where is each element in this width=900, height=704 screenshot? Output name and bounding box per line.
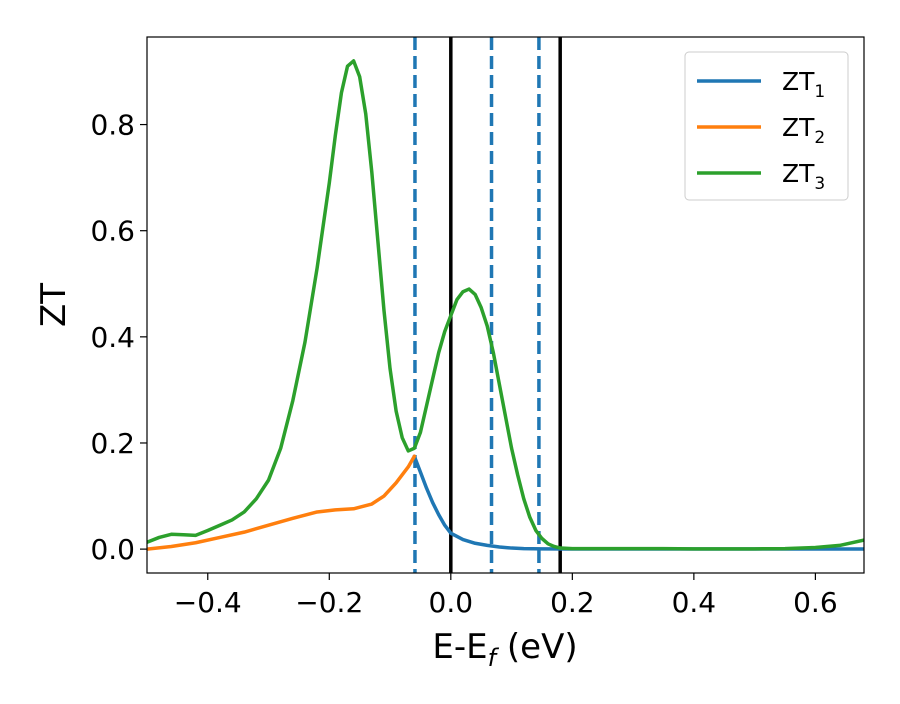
y-tick-label: 0.8 (90, 109, 135, 142)
legend: ZT1 ZT2 ZT3 (684, 51, 849, 201)
x-tick-label: 0.6 (793, 586, 838, 619)
x-tick-label: 0.4 (672, 586, 717, 619)
y-axis-label: ZT (34, 283, 74, 327)
y-tick-label: 0.4 (90, 321, 135, 354)
legend-label-zt3: ZT3 (782, 159, 825, 194)
y-axis-ticks: 0.0 0.2 0.4 0.6 0.8 (90, 109, 147, 566)
series-lines (147, 59, 864, 551)
x-axis-ticks: −0.4 −0.2 0.0 0.2 0.4 0.6 (174, 573, 838, 619)
legend-label-zt2: ZT2 (782, 113, 825, 148)
x-tick-label: −0.4 (174, 586, 242, 619)
reference-lines (413, 37, 562, 573)
series-line-zt1 (412, 454, 864, 551)
x-tick-label: 0.2 (550, 586, 595, 619)
series-line-zt3 (147, 59, 864, 551)
x-axis-label: E-Ef (eV) (432, 627, 577, 672)
plot-frame (146, 36, 865, 574)
legend-label-zt1: ZT1 (782, 67, 825, 102)
y-tick-label: 0.2 (90, 427, 135, 460)
series-line-zt2 (147, 454, 417, 551)
legend-frame (684, 51, 849, 201)
y-tick-label: 0.6 (90, 215, 135, 248)
y-tick-label: 0.0 (90, 533, 135, 566)
x-tick-label: 0.0 (429, 586, 474, 619)
x-tick-label: −0.2 (295, 586, 363, 619)
